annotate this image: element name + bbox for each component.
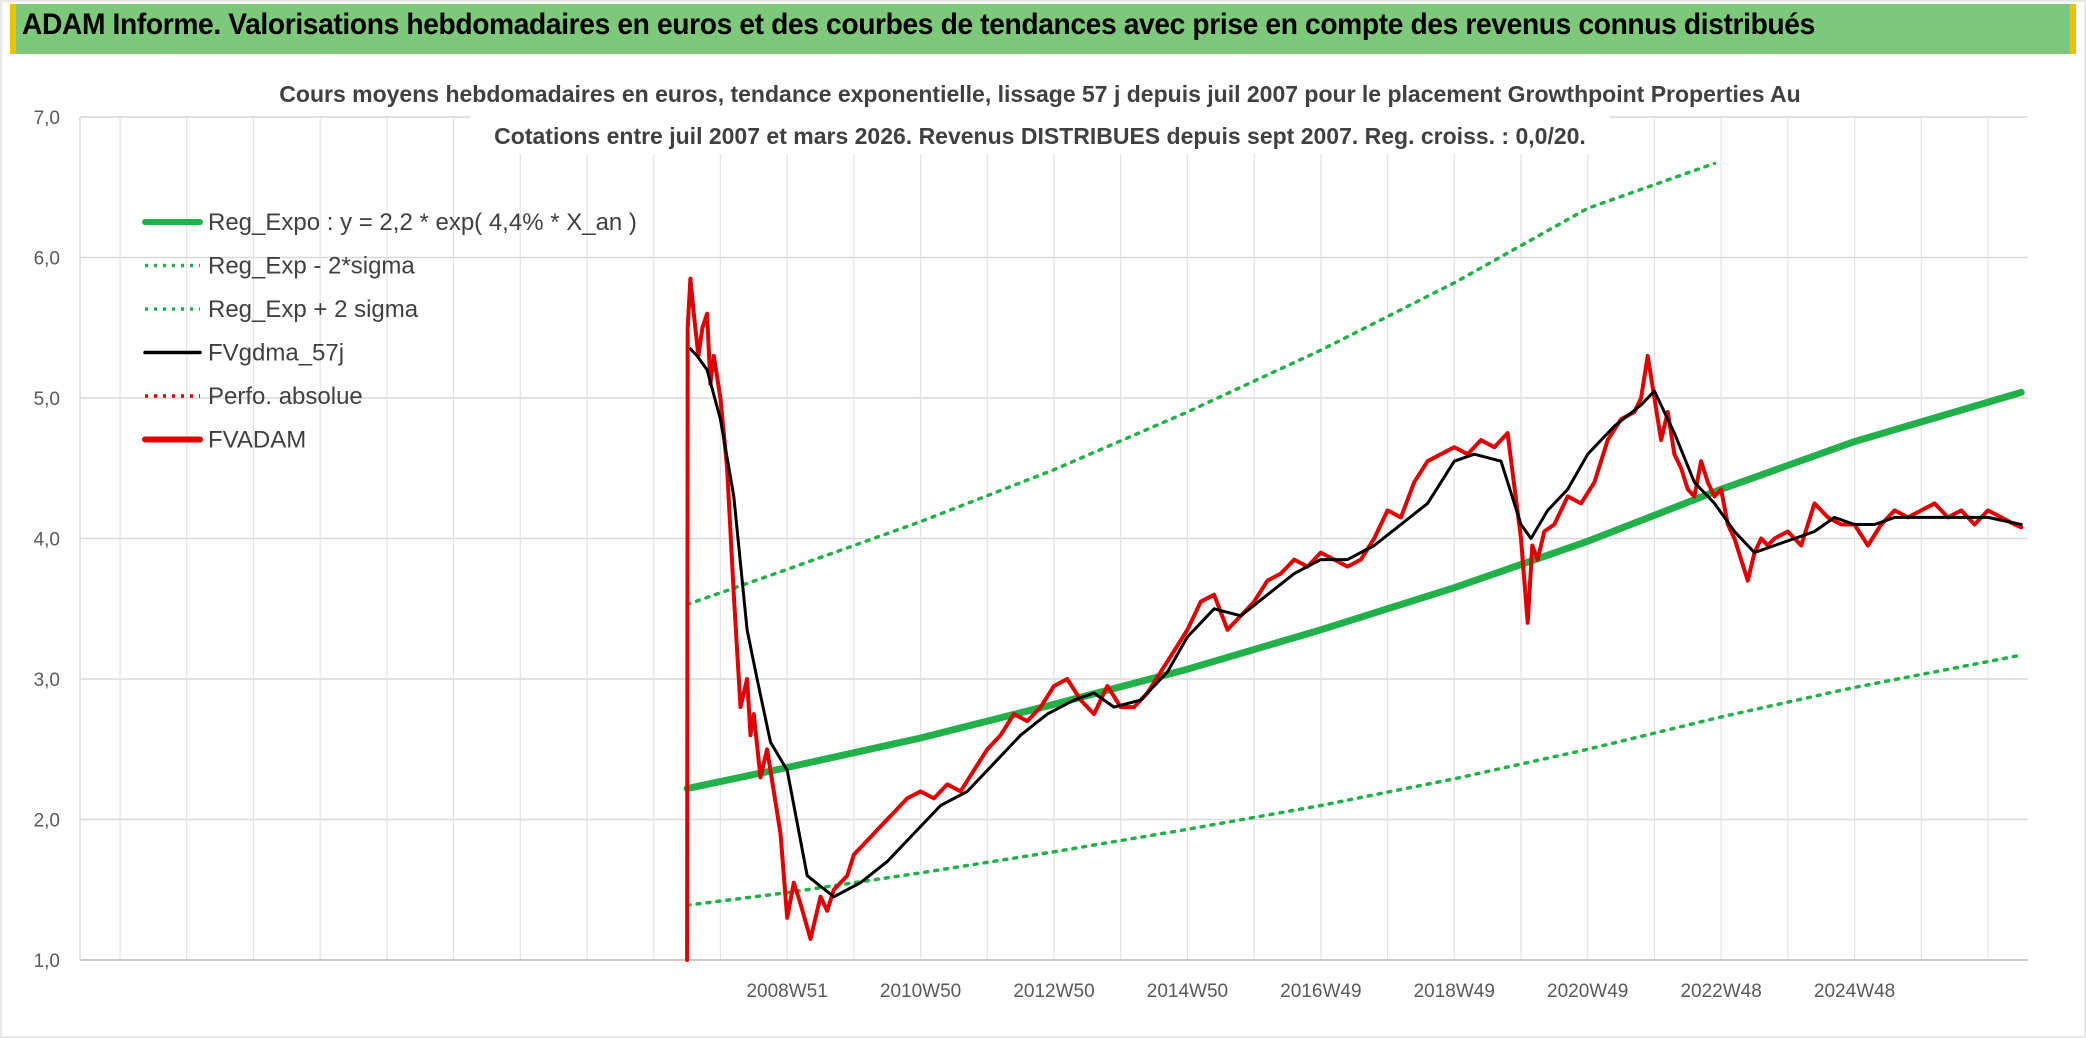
chart-title-line2: Cotations entre juil 2007 et mars 2026. … — [494, 123, 1586, 149]
legend-item: Reg_Exp + 2 sigma — [145, 296, 419, 323]
y-tick-label: 5,0 — [34, 389, 60, 410]
chart-title-background — [252, 72, 1824, 154]
chart-series — [683, 161, 2025, 962]
legend-item: Reg_Exp - 2*sigma — [145, 253, 415, 280]
x-tick-label: 2020W49 — [1547, 981, 1628, 1002]
series-line-fvgdma-57j — [688, 347, 2023, 899]
x-tick-label: 2022W48 — [1680, 981, 1761, 1002]
x-tick-label: 2024W48 — [1814, 981, 1895, 1002]
page-title: ADAM Informe. Valorisations hebdomadaire… — [22, 8, 1815, 41]
x-tick-label: 2018W49 — [1414, 981, 1495, 1002]
x-tick-label: 2010W50 — [880, 981, 961, 1002]
x-tick-label: 2008W51 — [746, 981, 827, 1002]
legend-item: FVADAM — [142, 427, 306, 454]
x-tick-label: 2016W49 — [1280, 981, 1361, 1002]
chart-axes — [79, 117, 2028, 961]
legend-label: FVADAM — [208, 427, 306, 454]
y-axis-labels: 1,0 2,0 3,0 4,0 5,0 6,0 7,0 — [34, 108, 60, 972]
line-chart: Cours moyens hebdomadaires en euros, ten… — [34, 72, 2028, 1002]
legend-label: Reg_Expo : y = 2,2 * exp( 4,4% * X_an ) — [208, 209, 637, 236]
x-tick-label: 2012W50 — [1013, 981, 1094, 1002]
legend-label: FVgdma_57j — [208, 340, 344, 367]
y-tick-label: 6,0 — [34, 249, 60, 270]
legend-item: Perfo. absolue — [145, 383, 363, 410]
chart-title-line1: Cours moyens hebdomadaires en euros, ten… — [279, 81, 1800, 107]
series-line-reg-exp-plus-2sigma — [685, 161, 1717, 607]
legend-label: Reg_Exp + 2 sigma — [208, 296, 419, 323]
y-tick-label: 7,0 — [34, 108, 60, 129]
legend-label: Reg_Exp - 2*sigma — [208, 253, 415, 280]
series-line-reg-exp-minus-2sigma — [685, 653, 2024, 907]
header-bar — [10, 4, 2076, 54]
series-line-reg-expo — [683, 388, 2025, 793]
y-tick-label: 4,0 — [34, 530, 60, 551]
chart-legend: Reg_Expo : y = 2,2 * exp( 4,4% * X_an ) R… — [142, 209, 637, 454]
x-tick-label: 2014W50 — [1147, 981, 1228, 1002]
chart-area: Cours moyens hebdomadaires en euros, ten… — [0, 56, 2086, 1038]
y-tick-label: 2,0 — [34, 811, 60, 832]
legend-item: Reg_Expo : y = 2,2 * exp( 4,4% * X_an ) — [142, 209, 637, 236]
chart-title-box — [252, 72, 1824, 112]
legend-label: Perfo. absolue — [208, 383, 363, 410]
x-axis-labels: 2008W51 2010W50 2012W50 2014W50 2016W49 2018W… — [746, 981, 1895, 1002]
chart-title-box — [470, 114, 1610, 154]
y-tick-label: 1,0 — [34, 951, 60, 972]
y-tick-label: 3,0 — [34, 670, 60, 691]
legend-item: FVgdma_57j — [143, 340, 344, 367]
